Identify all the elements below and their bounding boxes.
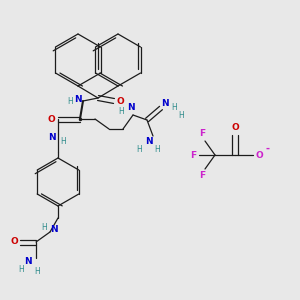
Text: H: H <box>154 145 160 154</box>
Text: O: O <box>47 115 55 124</box>
Text: N: N <box>127 103 135 112</box>
Text: O: O <box>10 238 18 247</box>
Text: H: H <box>171 103 177 112</box>
Text: N: N <box>24 257 32 266</box>
Text: O: O <box>116 97 124 106</box>
Text: H: H <box>60 137 66 146</box>
Text: N: N <box>161 98 169 107</box>
Text: H: H <box>41 223 47 232</box>
Text: H: H <box>118 106 124 116</box>
Text: -: - <box>265 144 269 154</box>
Text: H: H <box>18 266 24 274</box>
Text: F: F <box>190 151 196 160</box>
Text: H: H <box>34 266 40 275</box>
Text: F: F <box>199 130 205 139</box>
Text: H: H <box>178 112 184 121</box>
Text: H: H <box>67 98 73 106</box>
Text: N: N <box>74 94 82 103</box>
Text: N: N <box>48 133 56 142</box>
Text: N: N <box>50 224 58 233</box>
Text: N: N <box>145 137 153 146</box>
Text: H: H <box>136 145 142 154</box>
Text: F: F <box>199 172 205 181</box>
Text: O: O <box>255 151 263 160</box>
Text: O: O <box>231 124 239 133</box>
